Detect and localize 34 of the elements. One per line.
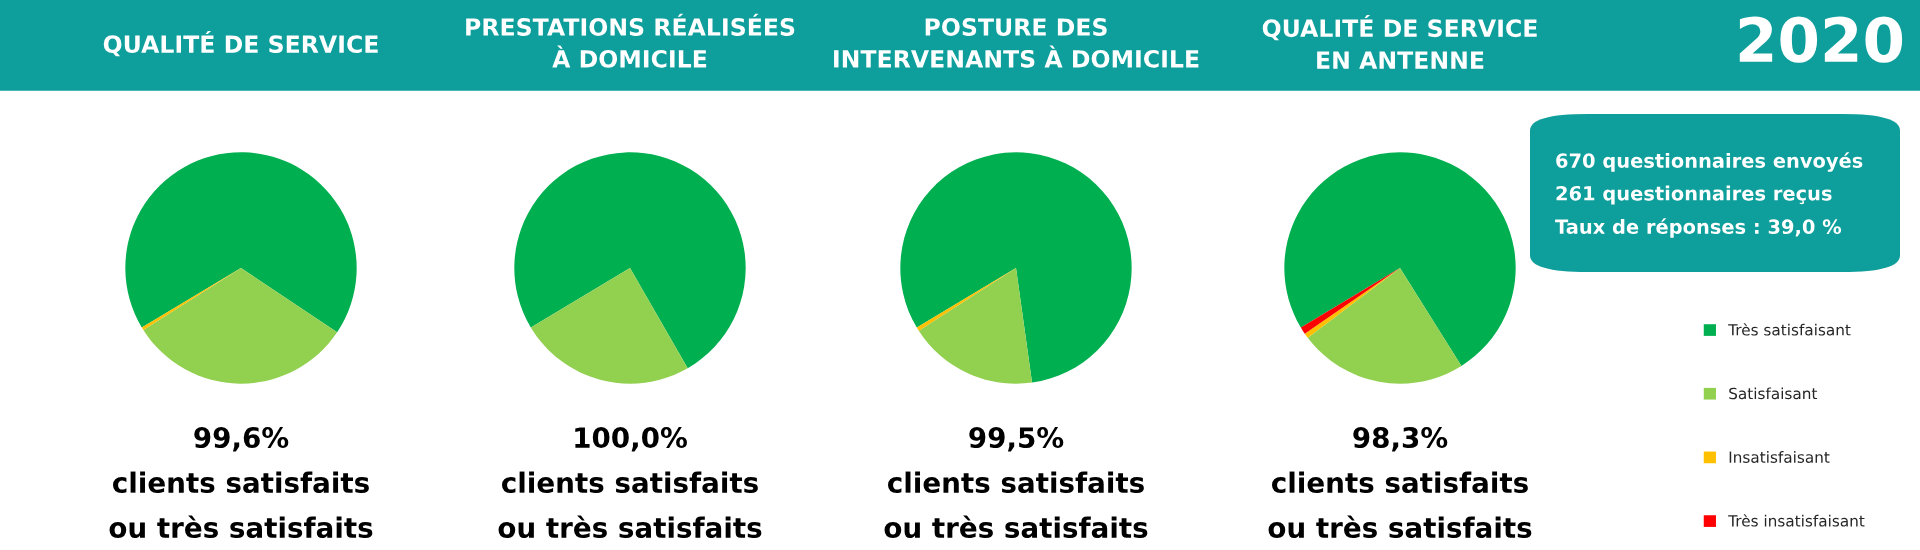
text: 99,6%: [194, 427, 289, 452]
text: 261 questionnaires reçus: [1556, 185, 1832, 205]
pie-slice: [141, 268, 241, 331]
pie-slice: [1284, 152, 1516, 367]
legend-label: Satisfaisant: [1729, 387, 1818, 400]
text: 99,5%: [969, 427, 1064, 452]
pie-slice: [916, 268, 1016, 331]
pie-slice: [900, 152, 1132, 383]
text: 98,3%: [1353, 427, 1448, 452]
chart-title: PRESTATIONS RÉALISÉES À DOMICILE: [466, 13, 795, 68]
text: 100,0%: [575, 427, 687, 452]
text: 2020: [1739, 16, 1903, 63]
chart-title: QUALITÉ DE SERVICE EN ANTENNE: [1262, 14, 1537, 69]
chart-title: POSTURE DES INTERVENANTS À DOMICILE: [834, 18, 1199, 68]
pie-slice: [530, 268, 688, 384]
text: clients satisfaits: [113, 471, 369, 494]
text: clients satisfaits: [502, 471, 758, 494]
legend-label: Très insatisfaisant: [1728, 514, 1865, 527]
pie-slice: [143, 268, 338, 384]
text: ou très satisfaits: [884, 515, 1148, 539]
legend-label: Très satisfaisant: [1728, 323, 1851, 336]
pie-slice: [125, 152, 357, 333]
text: ou très satisfaits: [1268, 515, 1532, 539]
text: ou très satisfaits: [109, 515, 373, 539]
text: clients satisfaits: [1272, 471, 1528, 494]
legend-label: Insatisfaisant: [1729, 451, 1830, 463]
text: 670 questionnaires envoyés: [1556, 152, 1863, 172]
text: Taux de réponses : 39,0 %: [1555, 218, 1842, 238]
pie-slice: [1307, 268, 1462, 384]
text: ou très satisfaits: [498, 515, 762, 539]
text: clients satisfaits: [888, 471, 1144, 494]
chart-title: QUALITÉ DE SERVICE: [103, 30, 378, 57]
pie-slice: [514, 152, 746, 369]
pie-slice: [918, 268, 1033, 384]
